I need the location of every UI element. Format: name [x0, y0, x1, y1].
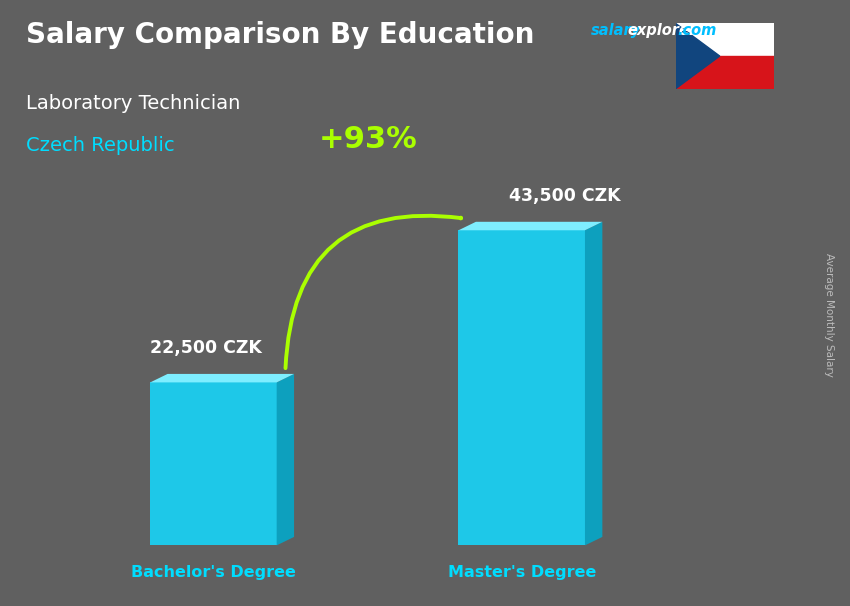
Text: 22,500 CZK: 22,500 CZK [150, 339, 262, 357]
Text: Average Monthly Salary: Average Monthly Salary [824, 253, 834, 377]
Text: +93%: +93% [319, 125, 417, 154]
Polygon shape [676, 24, 720, 88]
Polygon shape [458, 222, 603, 230]
Polygon shape [277, 374, 294, 545]
FancyBboxPatch shape [150, 382, 277, 545]
Text: Master's Degree: Master's Degree [448, 565, 596, 580]
Polygon shape [585, 222, 603, 545]
Text: .com: .com [677, 23, 717, 38]
Text: Czech Republic: Czech Republic [26, 136, 174, 155]
Text: 43,500 CZK: 43,500 CZK [509, 187, 621, 205]
Text: Salary Comparison By Education: Salary Comparison By Education [26, 21, 534, 49]
Bar [676, 24, 774, 56]
Text: Laboratory Technician: Laboratory Technician [26, 94, 240, 113]
FancyBboxPatch shape [458, 230, 585, 545]
Text: explorer: explorer [627, 23, 696, 38]
Text: salary: salary [591, 23, 641, 38]
Polygon shape [150, 374, 294, 382]
Text: Bachelor's Degree: Bachelor's Degree [131, 565, 296, 580]
FancyArrowPatch shape [286, 216, 462, 368]
Bar [676, 56, 774, 88]
